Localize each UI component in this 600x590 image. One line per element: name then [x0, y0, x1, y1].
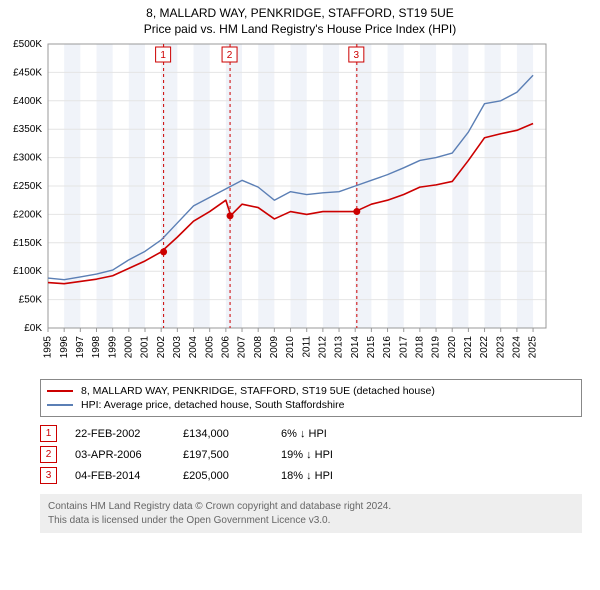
legend-label: HPI: Average price, detached house, Sout…	[81, 399, 344, 411]
sale-badge: 2	[40, 446, 57, 463]
svg-text:2023: 2023	[495, 336, 506, 359]
page-subtitle: Price paid vs. HM Land Registry's House …	[4, 22, 596, 36]
svg-text:£500K: £500K	[13, 39, 42, 50]
legend-item: HPI: Average price, detached house, Sout…	[47, 398, 575, 412]
svg-text:2021: 2021	[463, 336, 474, 359]
legend-item: 8, MALLARD WAY, PENKRIDGE, STAFFORD, ST1…	[47, 384, 575, 398]
svg-text:£300K: £300K	[13, 153, 42, 164]
svg-text:2009: 2009	[269, 336, 280, 359]
footer-attribution: Contains HM Land Registry data © Crown c…	[40, 494, 582, 533]
page-title: 8, MALLARD WAY, PENKRIDGE, STAFFORD, ST1…	[4, 6, 596, 20]
svg-text:2005: 2005	[204, 336, 215, 359]
chart-svg: £0K £50K £100K £150K £200K £250K £300K £350K £40…	[0, 38, 560, 368]
legend-label: 8, MALLARD WAY, PENKRIDGE, STAFFORD, ST1…	[81, 385, 435, 397]
sale-hpi: 18% ↓ HPI	[281, 470, 371, 482]
svg-text:2025: 2025	[528, 336, 539, 359]
svg-text:2011: 2011	[301, 336, 312, 358]
svg-text:2020: 2020	[447, 336, 458, 359]
svg-text:2022: 2022	[479, 336, 490, 359]
svg-text:2015: 2015	[366, 336, 377, 359]
sale-date: 22-FEB-2002	[75, 428, 165, 440]
sale-date: 03-APR-2006	[75, 449, 165, 461]
svg-text:2007: 2007	[237, 336, 248, 359]
svg-text:2003: 2003	[172, 336, 183, 359]
sale-row: 1 22-FEB-2002 £134,000 6% ↓ HPI	[40, 423, 582, 444]
svg-text:£0K: £0K	[24, 323, 42, 334]
legend-swatch	[47, 404, 73, 406]
svg-text:2016: 2016	[382, 336, 393, 359]
svg-text:£250K: £250K	[13, 181, 42, 192]
svg-text:2004: 2004	[188, 336, 199, 359]
sales-table: 1 22-FEB-2002 £134,000 6% ↓ HPI 2 03-APR-2006…	[40, 423, 582, 486]
sale-row: 2 03-APR-2006 £197,500 19% ↓ HPI	[40, 444, 582, 465]
sale-date: 04-FEB-2014	[75, 470, 165, 482]
svg-text:1996: 1996	[59, 336, 70, 359]
sale-price: £134,000	[183, 428, 263, 440]
sale-price: £197,500	[183, 449, 263, 461]
svg-text:2018: 2018	[415, 336, 426, 359]
svg-text:2013: 2013	[334, 336, 345, 359]
svg-text:£50K: £50K	[19, 295, 43, 306]
svg-text:£450K: £450K	[13, 67, 42, 78]
svg-text:2002: 2002	[156, 336, 167, 359]
footer-line: Contains HM Land Registry data © Crown c…	[48, 500, 574, 514]
svg-text:2019: 2019	[431, 336, 442, 359]
svg-text:2008: 2008	[253, 336, 264, 359]
sale-badge: 3	[40, 467, 57, 484]
svg-text:2014: 2014	[350, 336, 361, 359]
svg-text:1997: 1997	[75, 336, 86, 359]
svg-text:2017: 2017	[398, 336, 409, 359]
svg-text:£400K: £400K	[13, 96, 42, 107]
svg-text:2024: 2024	[512, 336, 523, 359]
legend: 8, MALLARD WAY, PENKRIDGE, STAFFORD, ST1…	[40, 379, 582, 417]
svg-text:2012: 2012	[318, 336, 329, 359]
sale-badge: 1	[40, 425, 57, 442]
sale-hpi: 6% ↓ HPI	[281, 428, 371, 440]
svg-text:2001: 2001	[140, 336, 151, 359]
svg-text:1: 1	[160, 50, 166, 61]
sale-hpi: 19% ↓ HPI	[281, 449, 371, 461]
sale-price: £205,000	[183, 470, 263, 482]
svg-text:1995: 1995	[43, 336, 54, 359]
sale-row: 3 04-FEB-2014 £205,000 18% ↓ HPI	[40, 465, 582, 486]
price-chart: £0K £50K £100K £150K £200K £250K £300K £350K £40…	[0, 38, 600, 373]
legend-swatch	[47, 390, 73, 392]
svg-text:2006: 2006	[220, 336, 231, 359]
svg-text:2010: 2010	[285, 336, 296, 359]
svg-text:£350K: £350K	[13, 124, 42, 135]
footer-line: This data is licensed under the Open Gov…	[48, 514, 574, 528]
svg-text:2: 2	[227, 50, 233, 61]
svg-text:3: 3	[354, 50, 360, 61]
svg-text:1998: 1998	[91, 336, 102, 359]
svg-text:2000: 2000	[123, 336, 134, 359]
svg-text:£200K: £200K	[13, 209, 42, 220]
svg-text:1999: 1999	[107, 336, 118, 359]
svg-text:£150K: £150K	[13, 238, 42, 249]
svg-text:£100K: £100K	[13, 266, 42, 277]
